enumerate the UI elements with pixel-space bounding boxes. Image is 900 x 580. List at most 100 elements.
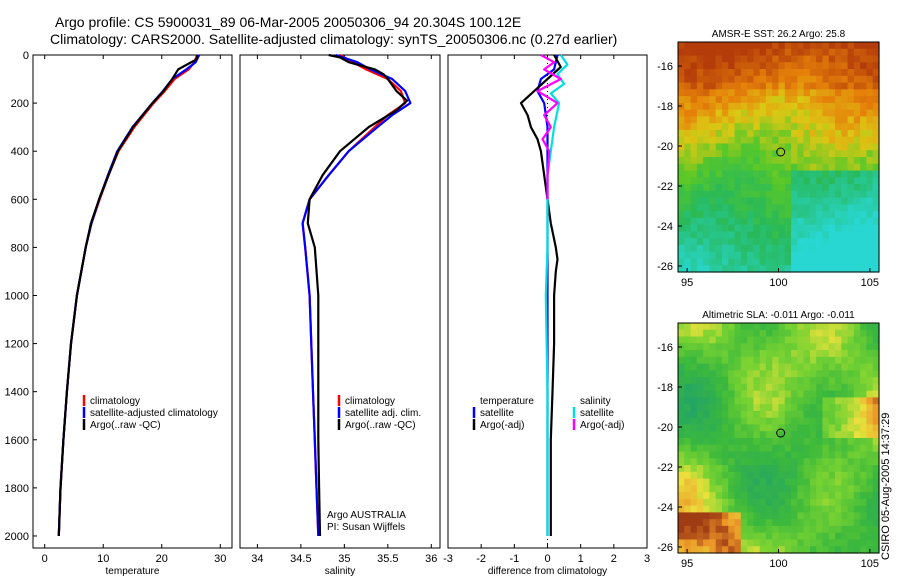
sla_map-cell xyxy=(822,410,830,419)
sst_map-cell xyxy=(709,69,717,77)
sst_map-cell xyxy=(678,170,685,178)
sla_map-cell xyxy=(690,363,698,371)
sst_map-cell xyxy=(721,102,729,111)
sst_map-cell xyxy=(728,109,736,118)
sla_map-cell xyxy=(759,478,767,486)
sst_map-cell xyxy=(709,224,717,233)
salinity-axes-frame xyxy=(239,54,441,549)
sla_map-cell xyxy=(709,323,717,331)
sla_map-cell xyxy=(747,383,754,392)
sst_map-cell xyxy=(835,89,842,97)
sst_map-cell xyxy=(721,251,729,260)
sst_map-cell xyxy=(778,258,786,266)
sst_map-cell xyxy=(690,224,698,233)
sla_map-cell xyxy=(809,465,817,473)
sst_map-cell xyxy=(721,75,729,84)
sla_map-cell xyxy=(740,323,748,331)
sst_map-cell xyxy=(690,48,698,57)
sst_map-cell xyxy=(696,143,704,151)
sla_map-cell xyxy=(778,471,786,480)
sst_map-cell xyxy=(866,204,874,212)
sla_map-cell xyxy=(728,478,736,486)
sla_map-cell xyxy=(872,519,880,527)
sst_map-cell xyxy=(765,258,773,266)
sst_map-cell xyxy=(696,136,704,145)
sla_map-heatmap-cells xyxy=(678,323,880,554)
sst_map-cell xyxy=(759,89,767,97)
sla_map-cell xyxy=(784,498,792,507)
sst_map-cell xyxy=(678,157,685,165)
salinity-series-blue-line xyxy=(301,53,412,537)
sst_map-cell xyxy=(696,184,704,192)
sst_map-cell xyxy=(728,143,736,151)
sst_map-cell xyxy=(709,123,717,131)
sla_map-cell xyxy=(753,438,761,446)
sla_map-cell xyxy=(740,512,748,520)
sst_map-cell xyxy=(778,224,786,233)
sst_map-cell xyxy=(728,150,736,158)
sst_map-cell xyxy=(678,82,685,90)
sst_map-cell xyxy=(772,184,780,192)
sst_map-cell xyxy=(860,251,868,260)
sla_map-cell xyxy=(866,377,874,385)
sla_map-cell xyxy=(778,336,786,344)
sla_map-cell xyxy=(853,417,861,426)
sla_map-cell xyxy=(866,323,874,331)
sla_map-cell xyxy=(715,512,723,520)
sla_map-cell xyxy=(860,397,868,405)
sla_map-cell xyxy=(678,336,685,344)
sst_map-cell xyxy=(696,244,704,253)
sst_map-cell xyxy=(772,82,780,90)
sst_map-cell xyxy=(784,96,792,104)
sla_map-cell xyxy=(828,350,836,358)
sst_map-cell xyxy=(803,75,811,84)
sla_map-cell xyxy=(728,370,736,378)
sst_map-cell xyxy=(853,75,861,84)
sst_map-cell xyxy=(728,190,736,199)
sst_map-cell xyxy=(778,89,786,97)
sla_map-cell xyxy=(753,498,761,507)
sst_map-cell xyxy=(860,89,868,97)
sst_map-cell xyxy=(784,251,792,260)
sla_map-cell xyxy=(853,485,861,493)
sla_map-cell xyxy=(797,390,805,399)
sst_map-cell xyxy=(747,75,754,84)
sst_map-cell xyxy=(709,177,717,185)
sla_map-cell xyxy=(816,329,824,338)
sst_map-cell xyxy=(703,136,711,145)
sst_map-cell xyxy=(678,244,685,253)
sla_map-cell xyxy=(696,539,704,547)
diff-legend-temperature-heading: temperature xyxy=(480,396,534,407)
sst_map-cell xyxy=(803,177,811,185)
sla_map-cell xyxy=(866,444,874,453)
sla_map-cell xyxy=(740,410,748,419)
sst_map-cell xyxy=(684,55,692,63)
sla_map-cell xyxy=(747,532,754,541)
sla_map-cell xyxy=(696,343,704,351)
sst_map-cell xyxy=(740,190,748,199)
sst_map-cell xyxy=(835,251,842,260)
sla_map-cell xyxy=(866,370,874,378)
sst_map-cell xyxy=(765,190,773,199)
sla_map-cell xyxy=(822,390,830,399)
sla_map-cell xyxy=(721,323,729,331)
sla_map-cell xyxy=(728,519,736,527)
sst_map-cell xyxy=(860,204,868,212)
sla_map-cell xyxy=(835,451,842,459)
sla_map-cell xyxy=(841,505,849,514)
sla_map-cell xyxy=(753,343,761,351)
sst_map-cell xyxy=(709,102,717,111)
sst_map-cell xyxy=(765,129,773,138)
sst_map-cell xyxy=(835,163,842,172)
sla_map-cell xyxy=(778,329,786,338)
sla_map-cell xyxy=(866,519,874,527)
sst_map-cell xyxy=(791,163,798,172)
sst_map-cell xyxy=(690,69,698,77)
sst_map-cell xyxy=(703,170,711,178)
sla_map-cell xyxy=(860,323,868,331)
sla_map-cell xyxy=(816,370,824,378)
sla_map-cell xyxy=(828,532,836,541)
sla_map-cell xyxy=(709,404,717,412)
sst_map-cell xyxy=(822,197,830,205)
sst_map-cell xyxy=(709,157,717,165)
